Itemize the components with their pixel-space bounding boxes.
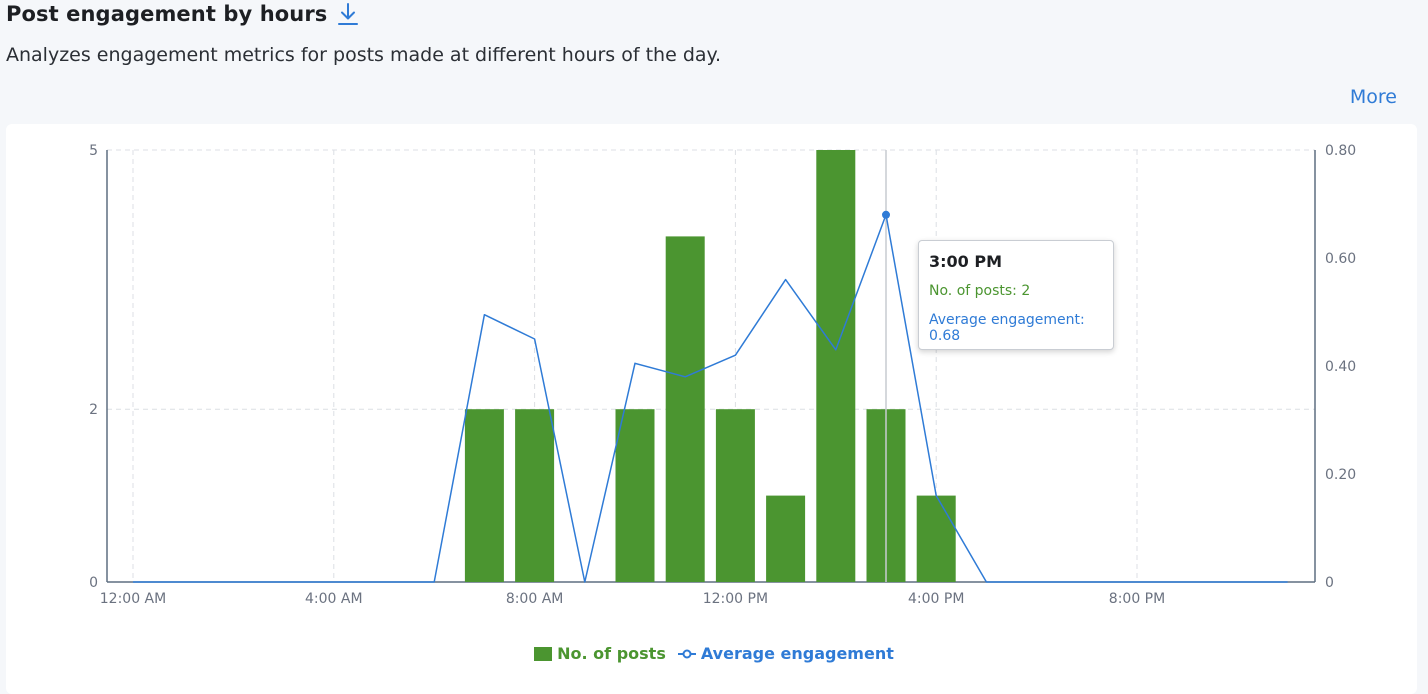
bar xyxy=(916,495,956,582)
legend-item-posts[interactable]: No. of posts xyxy=(534,644,666,663)
page-title: Post engagement by hours xyxy=(6,2,328,26)
x-tick-label: 4:00 PM xyxy=(908,591,964,607)
bar xyxy=(816,150,856,582)
page-subtitle: Analyzes engagement metrics for posts ma… xyxy=(6,44,722,66)
y-left-tick-label: 5 xyxy=(89,143,98,159)
legend-label-engagement: Average engagement xyxy=(700,644,894,663)
more-link[interactable]: More xyxy=(1349,86,1397,108)
x-tick-label: 4:00 AM xyxy=(305,591,363,607)
tooltip-engagement: Average engagement: 0.68 xyxy=(929,312,1085,344)
title-row: Post engagement by hours xyxy=(6,0,359,28)
legend-line-swatch xyxy=(677,649,696,658)
tooltip-title: 3:00 PM xyxy=(929,252,1003,271)
legend-bar-swatch xyxy=(534,646,553,661)
x-tick-label: 8:00 AM xyxy=(506,591,564,607)
bar xyxy=(766,495,806,582)
x-tick-label: 12:00 PM xyxy=(703,591,768,607)
legend-item-engagement[interactable]: Average engagement xyxy=(677,644,894,663)
engagement-line xyxy=(133,214,1288,583)
y-left-tick-label: 2 xyxy=(89,402,98,418)
y-right-tick-label: 0.60 xyxy=(1325,251,1356,267)
chart-tooltip: 3:00 PM No. of posts: 2 Average engageme… xyxy=(918,240,1114,350)
y-left-tick-label: 0 xyxy=(89,575,98,591)
bar xyxy=(715,409,755,582)
y-right-tick-label: 0.80 xyxy=(1325,143,1356,159)
bar xyxy=(464,409,504,582)
bar xyxy=(615,409,655,582)
x-tick-label: 8:00 PM xyxy=(1109,591,1165,607)
tooltip-posts: No. of posts: 2 xyxy=(929,283,1031,299)
legend-label-posts: No. of posts xyxy=(557,644,666,663)
y-right-tick-label: 0 xyxy=(1325,575,1334,591)
chart-legend: No. of posts Average engagement xyxy=(0,644,1428,663)
bar xyxy=(665,236,705,582)
y-right-tick-label: 0.40 xyxy=(1325,359,1356,375)
hover-point xyxy=(882,210,890,219)
download-icon[interactable] xyxy=(337,1,359,27)
y-right-tick-label: 0.20 xyxy=(1325,467,1356,483)
bar xyxy=(515,409,555,582)
x-tick-label: 12:00 AM xyxy=(100,591,166,607)
